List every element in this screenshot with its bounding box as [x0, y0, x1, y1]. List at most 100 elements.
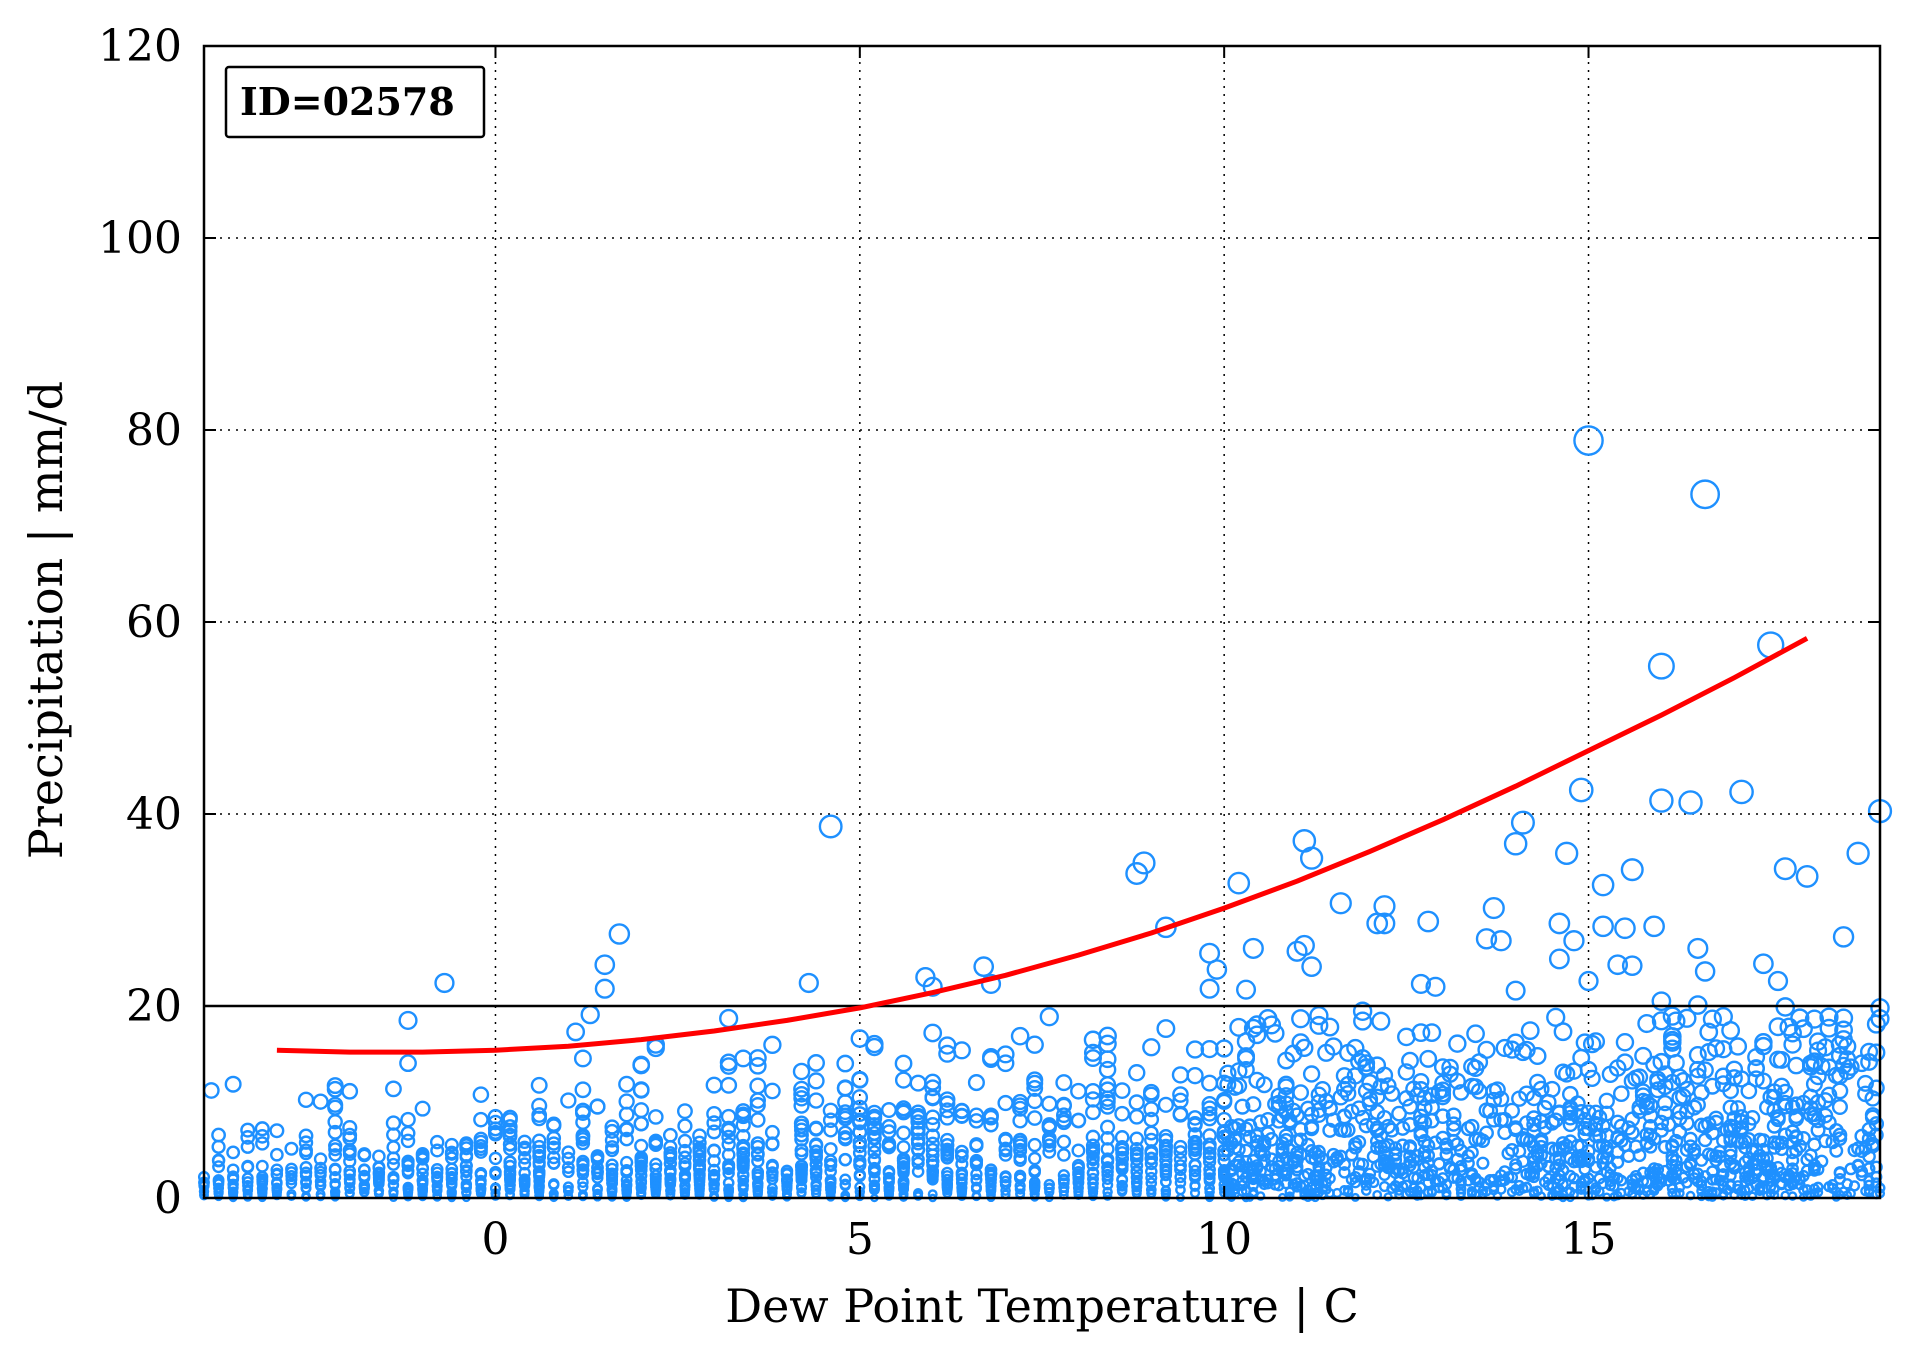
scatter-point — [575, 1114, 591, 1130]
scatter-point — [1434, 1085, 1452, 1103]
scatter-point — [1100, 1154, 1115, 1169]
scatter-point — [1217, 1165, 1231, 1179]
scatter-point — [1756, 1151, 1771, 1166]
scatter-point — [1402, 1117, 1418, 1133]
scatter-point — [1712, 1149, 1727, 1164]
scatter-point — [562, 1165, 575, 1179]
id-annotation-label: ID=02578 — [240, 79, 455, 124]
scatter-point — [750, 1112, 766, 1128]
scatter-point — [1834, 1030, 1853, 1049]
scatter-point — [1432, 1157, 1446, 1171]
scatter-point — [1681, 1176, 1693, 1189]
scatter-point — [1573, 425, 1604, 456]
scatter-point — [1608, 1180, 1620, 1192]
scatter-point — [1803, 1148, 1818, 1163]
scatter-point — [998, 1131, 1013, 1147]
scatter-point — [503, 1167, 517, 1181]
scatter-point — [1786, 1162, 1799, 1176]
scatter-point — [1451, 1172, 1464, 1185]
scatter-point — [1476, 1156, 1490, 1170]
scatter-point — [1496, 1111, 1513, 1128]
scatter-point — [764, 1082, 781, 1100]
scatter-point — [1604, 1168, 1617, 1181]
scatter-point — [1144, 1151, 1159, 1166]
scatter-point — [300, 1176, 312, 1188]
scatter-point — [706, 1124, 722, 1140]
scatter-point — [1229, 1017, 1249, 1037]
scatter-point — [648, 1136, 663, 1151]
scatter-point — [1518, 1085, 1535, 1103]
scatter-point — [1754, 1072, 1772, 1090]
scatter-point — [489, 1168, 502, 1181]
scatter-point — [301, 1191, 311, 1201]
scatter-point — [359, 1186, 370, 1198]
scatter-point — [1656, 1094, 1674, 1112]
scatter-point — [1384, 1122, 1400, 1138]
scatter-point — [983, 1117, 999, 1133]
scatter-point — [1012, 1132, 1028, 1148]
scatter-point — [1342, 1184, 1354, 1196]
scatter-point — [1260, 1111, 1276, 1128]
scatter-point — [1804, 1009, 1825, 1029]
scatter-point — [1228, 1140, 1243, 1155]
scatter-point — [678, 1173, 691, 1186]
y-tick-label: 40 — [126, 789, 182, 840]
scatter-point — [1418, 1161, 1431, 1174]
scatter-point — [1189, 1180, 1201, 1192]
scatter-point — [1131, 1177, 1143, 1190]
scatter-point — [1591, 873, 1615, 897]
scatter-point — [956, 1182, 968, 1194]
scatter-point — [546, 1118, 562, 1134]
scatter-point — [1426, 1185, 1438, 1197]
scatter-point — [618, 1075, 636, 1093]
scatter-point — [1403, 1149, 1417, 1164]
scatter-point — [1482, 1102, 1499, 1119]
scatter-point — [1800, 1164, 1814, 1178]
scatter-point — [1236, 979, 1257, 1000]
scatter-point — [446, 1177, 458, 1190]
scatter-point — [1869, 1160, 1883, 1174]
scatter-point — [1721, 1021, 1741, 1040]
scatter-point — [270, 1147, 284, 1162]
scatter-point — [1401, 1098, 1419, 1115]
scatter-point — [1578, 970, 1599, 992]
scatter-point — [1526, 1110, 1542, 1126]
scatter-point — [1293, 1147, 1308, 1162]
scatter-point — [328, 1148, 343, 1162]
scatter-point — [1301, 1167, 1315, 1181]
scatter-point — [1268, 1162, 1282, 1175]
scatter-point — [1398, 1090, 1415, 1107]
scatter-point — [825, 1182, 837, 1194]
scatter-point — [1783, 1035, 1802, 1054]
scatter-point — [1014, 1183, 1026, 1195]
scatter-point — [984, 1167, 998, 1181]
scatter-point — [1042, 1138, 1057, 1153]
scatter-point — [212, 1160, 226, 1174]
scatter-point — [1203, 1167, 1216, 1181]
scatter-point — [1728, 1037, 1748, 1056]
scatter-point — [1564, 1169, 1577, 1183]
scatter-point — [1620, 858, 1644, 882]
scatter-point — [285, 1169, 298, 1183]
scatter-point — [576, 1157, 590, 1171]
scatter-point — [838, 1153, 852, 1167]
scatter-point — [1579, 1060, 1598, 1079]
scatter-point — [750, 1139, 765, 1155]
scatter-point — [1262, 1015, 1282, 1035]
scatter-point — [1436, 1172, 1449, 1185]
scatter-point — [809, 1144, 824, 1159]
scatter-point — [240, 1122, 256, 1138]
scatter-point — [1199, 978, 1220, 999]
scatter-point — [795, 1174, 808, 1187]
scatter-point — [798, 972, 819, 994]
scatter-point — [1173, 1159, 1187, 1173]
scatter-point — [1084, 1049, 1102, 1068]
scatter-point — [1832, 1127, 1848, 1143]
scatter-point — [705, 1076, 723, 1094]
scatter-point — [1614, 917, 1636, 940]
scatter-point — [837, 1125, 853, 1141]
scatter-point — [1466, 1024, 1485, 1044]
scatter-point — [578, 1191, 588, 1202]
scatter-point — [722, 1176, 735, 1189]
scatter-point — [1833, 1172, 1846, 1185]
